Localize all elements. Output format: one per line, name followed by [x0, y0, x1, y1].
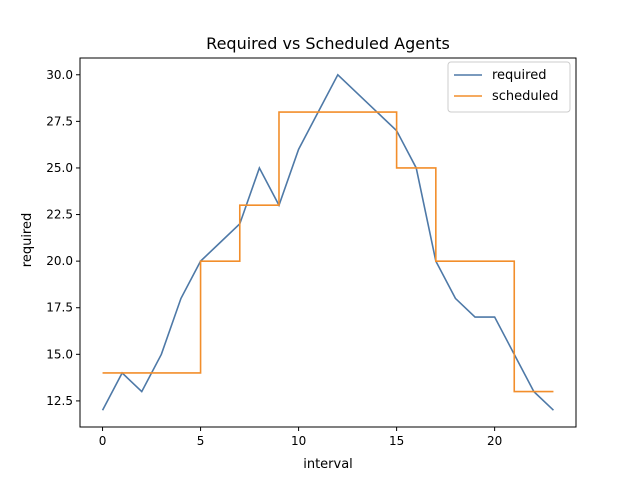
- x-tick-label: 15: [389, 434, 404, 448]
- y-tick-label: 25.0: [46, 161, 73, 175]
- legend-label-scheduled: scheduled: [492, 89, 559, 104]
- legend-label-required: required: [492, 68, 546, 83]
- x-tick-label: 5: [197, 434, 205, 448]
- y-tick-label: 22.5: [46, 208, 73, 222]
- y-tick-label: 20.0: [46, 254, 73, 268]
- x-tick-label: 20: [487, 434, 502, 448]
- x-tick-label: 10: [291, 434, 306, 448]
- y-axis-label: required: [20, 213, 35, 267]
- y-tick-label: 15.0: [46, 347, 73, 361]
- axes-frame: [79, 57, 577, 428]
- chart-title: Required vs Scheduled Agents: [206, 34, 450, 53]
- y-tick-label: 30.0: [46, 68, 73, 82]
- x-tick-label: 0: [99, 434, 107, 448]
- legend: required scheduled: [447, 61, 571, 113]
- y-tick-label: 17.5: [46, 301, 73, 315]
- x-axis-label: interval: [303, 457, 353, 472]
- series-line-required: [101, 73, 555, 411]
- series-line-scheduled: [102, 111, 554, 393]
- y-tick-label: 12.5: [46, 394, 73, 408]
- y-tick-label: 27.5: [46, 114, 73, 128]
